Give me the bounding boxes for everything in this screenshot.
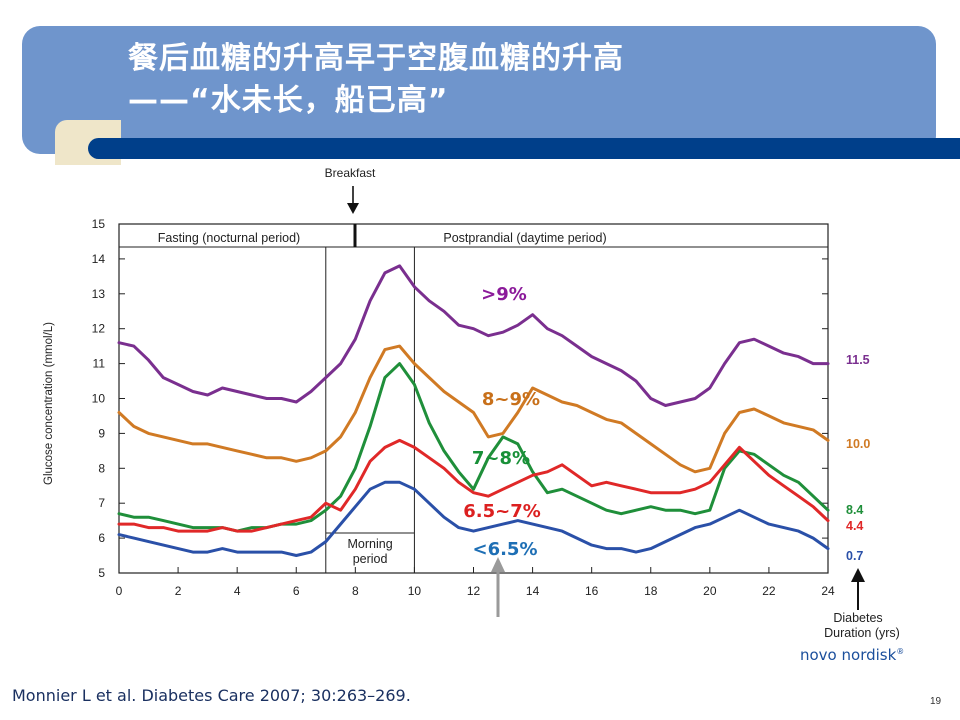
x-tick-label: 12 xyxy=(467,584,481,598)
pointer-arrow-head xyxy=(491,557,505,572)
series-line xyxy=(117,264,830,407)
y-axis-label: Glucose concentration (mmol/L) xyxy=(43,322,55,485)
title-banner xyxy=(22,26,936,154)
y-tick-label: 8 xyxy=(98,461,105,475)
logo-registered-mark: ® xyxy=(896,647,905,656)
y-tick-label: 7 xyxy=(98,496,105,510)
y-tick-label: 12 xyxy=(92,322,106,336)
banner-stripe xyxy=(88,138,960,159)
y-tick-label: 9 xyxy=(98,426,105,440)
y-tick-label: 5 xyxy=(98,566,105,580)
y-tick-label: 10 xyxy=(92,392,106,406)
duration-value: 8.4 xyxy=(846,503,863,517)
x-tick-label: 22 xyxy=(762,584,776,598)
series-label: 7~8% xyxy=(472,448,530,469)
series-line xyxy=(117,480,830,557)
morning-label-line1: Morning xyxy=(348,537,393,551)
morning-label-line2: period xyxy=(353,552,388,566)
y-tick-label: 13 xyxy=(92,287,106,301)
duration-value: 10.0 xyxy=(846,437,870,451)
logo-text: novo nordisk xyxy=(800,646,897,664)
series-label: 6.5~7% xyxy=(463,501,541,522)
x-tick-label: 16 xyxy=(585,584,599,598)
x-tick-label: 8 xyxy=(352,584,359,598)
breakfast-arrow-head xyxy=(347,203,359,214)
series-label: >9% xyxy=(481,284,527,305)
x-tick-label: 0 xyxy=(116,584,123,598)
y-tick-label: 14 xyxy=(92,252,106,266)
x-tick-label: 4 xyxy=(234,584,241,598)
series-label: 8~9% xyxy=(482,389,540,410)
x-tick-label: 10 xyxy=(408,584,422,598)
duration-label-line2: Duration (yrs) xyxy=(824,626,900,640)
x-tick-label: 6 xyxy=(293,584,300,598)
x-tick-label: 2 xyxy=(175,584,182,598)
x-tick-label: 20 xyxy=(703,584,717,598)
series-line xyxy=(117,438,830,533)
citation: Monnier L et al. Diabetes Care 2007; 30:… xyxy=(12,686,411,705)
fasting-label: Fasting (nocturnal period) xyxy=(158,231,300,245)
title-line-2: ——“水未长，船已高” xyxy=(128,83,449,118)
duration-arrow-head xyxy=(851,568,865,582)
breakfast-label: Breakfast xyxy=(325,166,376,180)
novo-nordisk-logo: novo nordisk® xyxy=(800,646,904,664)
x-tick-label: 24 xyxy=(821,584,835,598)
x-tick-label: 18 xyxy=(644,584,658,598)
duration-value: 11.5 xyxy=(846,353,870,367)
x-tick-label: 14 xyxy=(526,584,540,598)
duration-label-line1: Diabetes xyxy=(833,611,882,625)
duration-value: 4.4 xyxy=(846,519,863,533)
page-number: 19 xyxy=(930,696,942,707)
series-line xyxy=(117,344,830,474)
duration-value: 0.7 xyxy=(846,549,863,563)
y-tick-label: 11 xyxy=(93,357,106,371)
title-line-1: 餐后血糖的升高早于空腹血糖的升高 xyxy=(128,41,624,76)
series-label: <6.5% xyxy=(472,539,537,560)
postprandial-label: Postprandial (daytime period) xyxy=(443,231,606,245)
y-tick-label: 15 xyxy=(92,217,106,231)
y-tick-label: 6 xyxy=(98,531,105,545)
slide-title: 餐后血糖的升高早于空腹血糖的升高 ——“水未长，船已高” xyxy=(128,38,624,122)
